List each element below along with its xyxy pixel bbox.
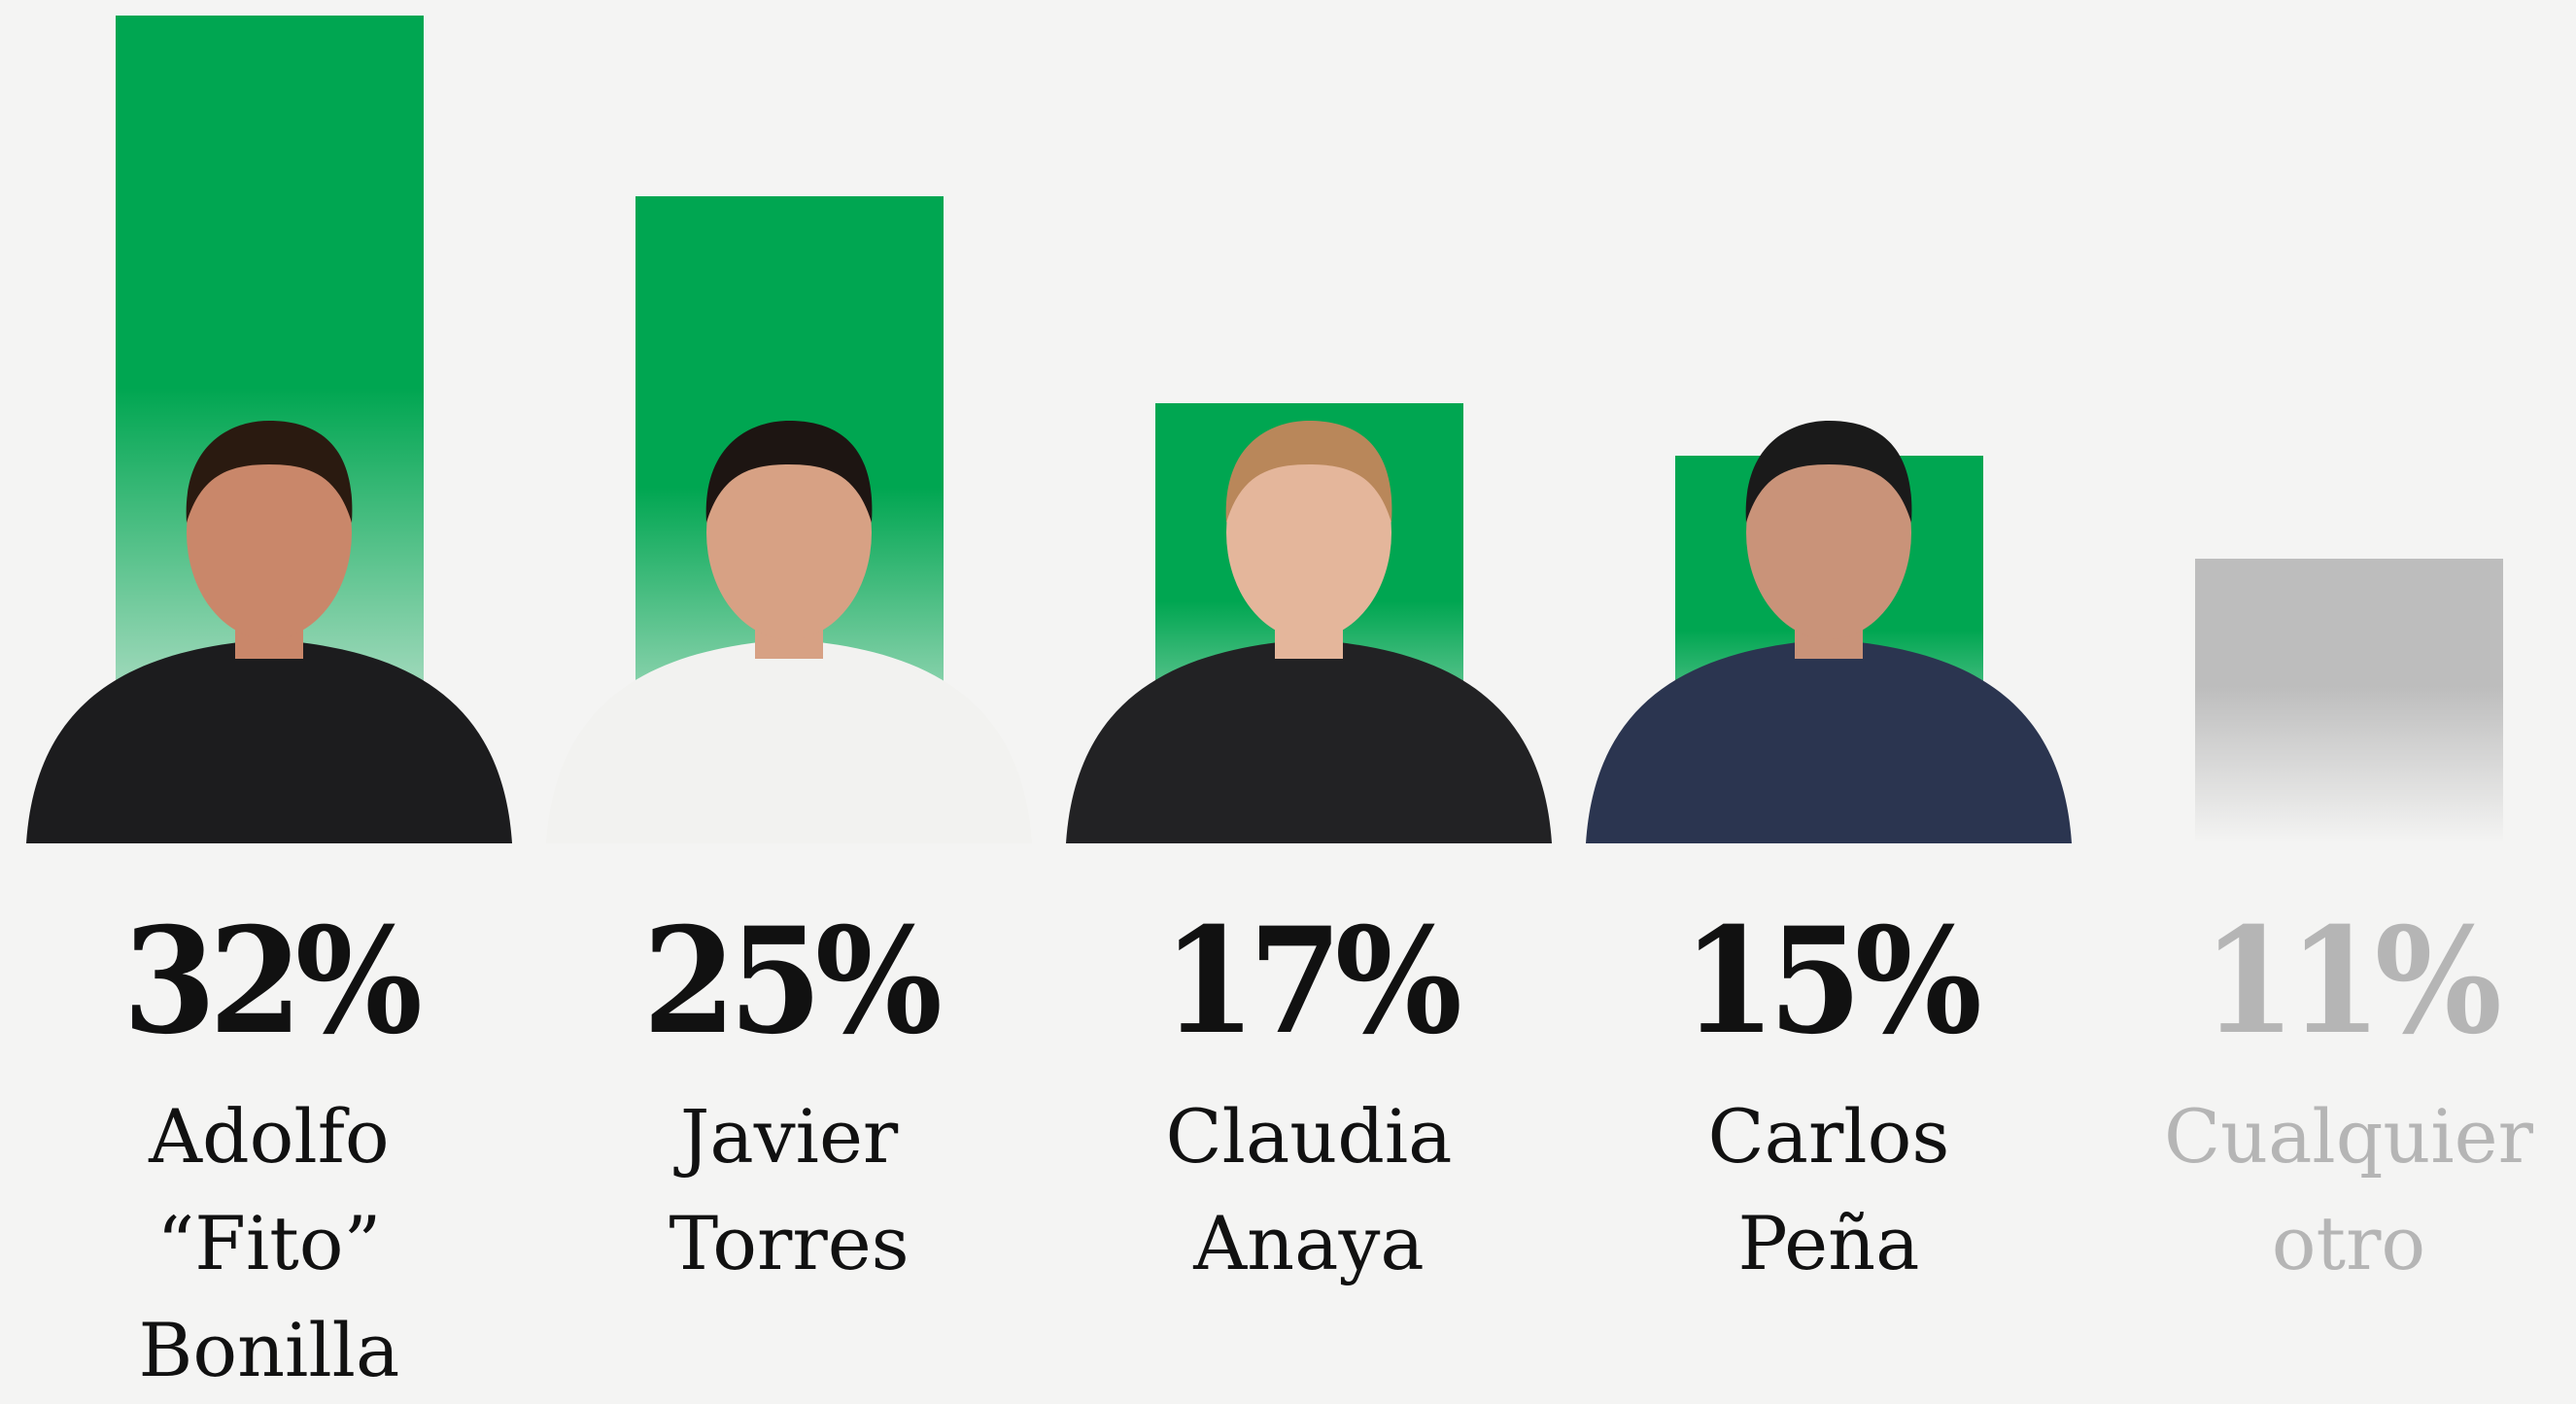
category-label: Carlos Peña <box>1707 1093 1950 1286</box>
candidate-photo <box>536 406 1042 843</box>
value-label: 15% <box>1682 896 1981 1067</box>
category-label: Cualquier otro <box>2164 1093 2533 1286</box>
candidate-photo <box>17 406 522 843</box>
candidate-photo <box>1056 406 1562 843</box>
value-label: 11% <box>2202 896 2501 1067</box>
value-label: 25% <box>642 896 942 1067</box>
value-label: 32% <box>122 896 422 1067</box>
candidate-photo <box>1576 406 2081 843</box>
value-label: 17% <box>1162 896 1461 1067</box>
category-label: Javier Torres <box>669 1093 910 1286</box>
bar <box>2194 559 2503 843</box>
category-label: Adolfo “Fito” Bonilla <box>138 1093 400 1393</box>
category-label: Claudia Anaya <box>1165 1093 1453 1286</box>
